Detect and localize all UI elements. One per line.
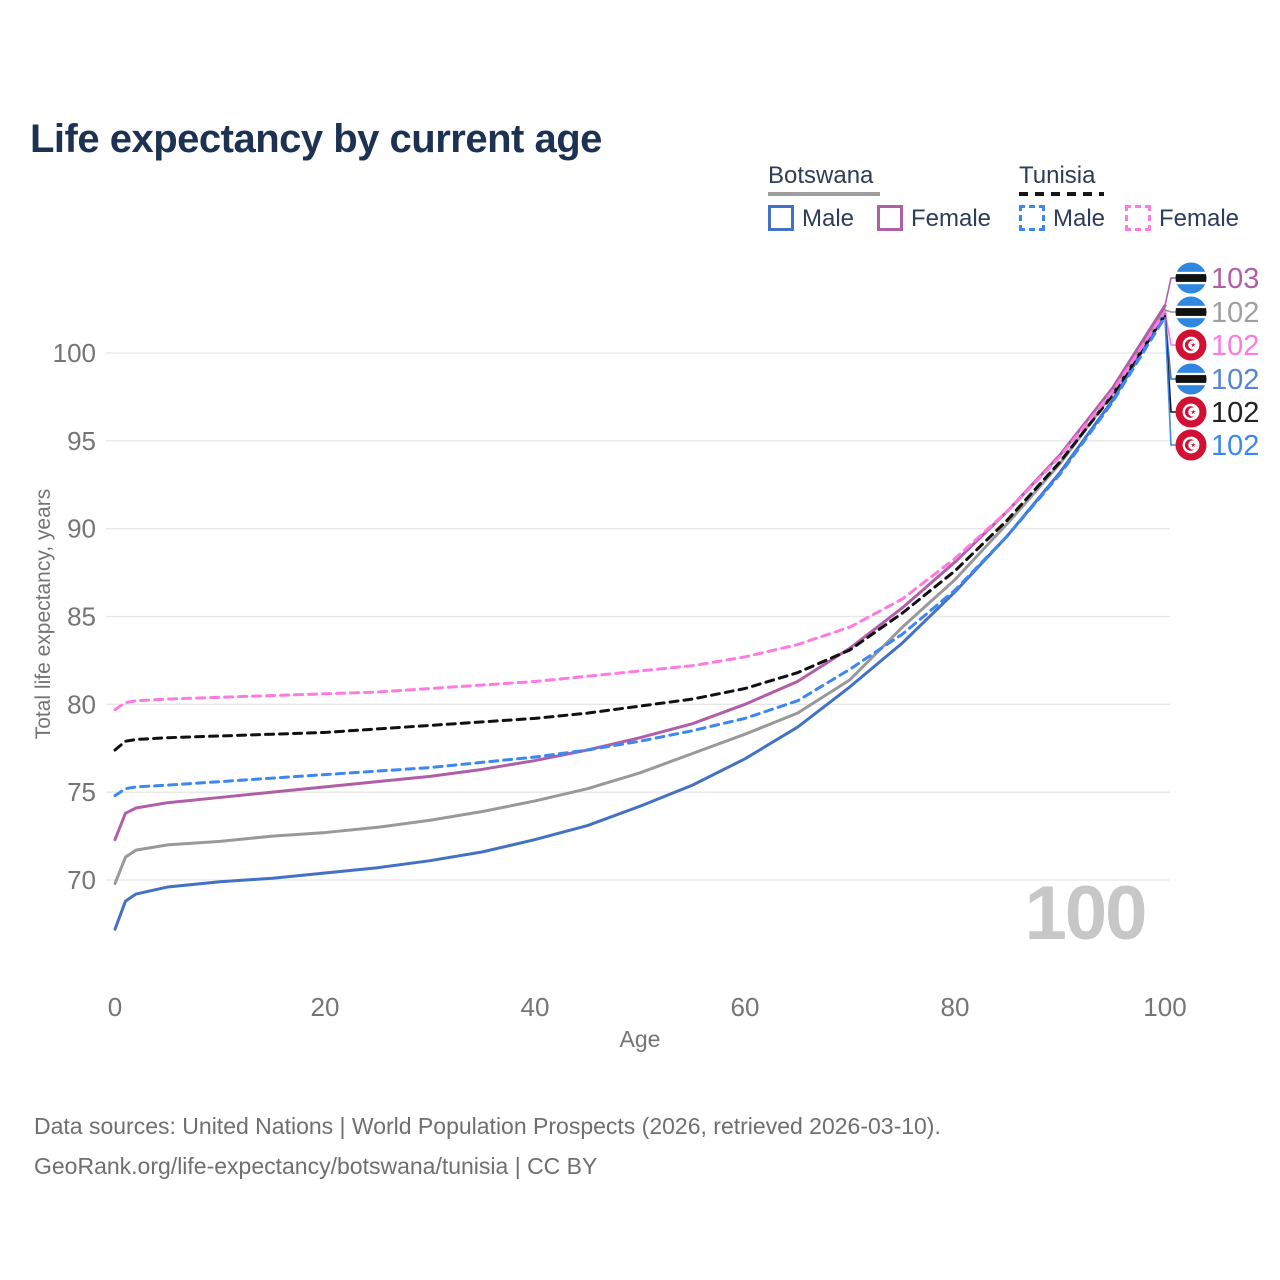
series-line-tunisia-female bbox=[113, 310, 1167, 712]
botswana-flag-icon bbox=[1175, 363, 1207, 395]
series-line-tunisia bbox=[113, 313, 1167, 752]
end-label-value: 102 bbox=[1211, 364, 1259, 396]
footer-link: GeoRank.org/life-expectancy/botswana/tun… bbox=[34, 1153, 598, 1179]
x-tick-label: 40 bbox=[521, 992, 550, 1022]
page-title: Life expectancy by current age bbox=[30, 116, 602, 161]
x-axis-title: Age bbox=[619, 1026, 661, 1052]
end-label-value: 102 bbox=[1211, 330, 1259, 362]
end-label-leader bbox=[1164, 316, 1177, 446]
end-label-value: 102 bbox=[1211, 297, 1259, 329]
end-label-value: 103 bbox=[1211, 263, 1259, 295]
footer: Data sources: United Nations | World Pop… bbox=[34, 1106, 941, 1186]
y-tick-label: 80 bbox=[67, 689, 96, 719]
botswana-flag-icon bbox=[1175, 262, 1207, 294]
botswana-line-style-swatch bbox=[768, 192, 880, 196]
legend-group-tunisia[interactable]: Tunisia bbox=[1019, 162, 1095, 190]
legend-group-botswana[interactable]: Botswana bbox=[768, 162, 873, 190]
x-tick-label: 20 bbox=[311, 992, 340, 1022]
y-tick-label: 85 bbox=[67, 601, 96, 631]
tunisia-flag-icon bbox=[1175, 396, 1207, 428]
legend-item-tunisia-male[interactable]: Male bbox=[1053, 205, 1106, 232]
legend-item-botswana-male[interactable]: Male bbox=[802, 205, 855, 232]
legend-group-tunisia-label: Tunisia bbox=[1019, 162, 1096, 189]
y-tick-label: 75 bbox=[67, 777, 96, 807]
x-tick-label: 0 bbox=[108, 992, 122, 1022]
legend-item-botswana-female[interactable]: Female bbox=[911, 205, 992, 232]
y-tick-label: 70 bbox=[67, 865, 96, 895]
end-label-leader bbox=[1164, 311, 1177, 346]
tunisia-flag-icon bbox=[1175, 329, 1207, 361]
footer-data-sources: Data sources: United Nations | World Pop… bbox=[34, 1113, 941, 1139]
legend-item-tunisia-female[interactable]: Female bbox=[1159, 205, 1240, 232]
y-tick-label: 100 bbox=[53, 338, 96, 368]
y-tick-label: 90 bbox=[67, 514, 96, 544]
tunisia-line-style-swatch bbox=[1019, 192, 1104, 196]
end-label-value: 102 bbox=[1211, 397, 1259, 429]
x-tick-label: 100 bbox=[1143, 992, 1186, 1022]
series-line-botswana-female bbox=[113, 304, 1167, 842]
end-label-value: 102 bbox=[1211, 430, 1259, 462]
x-tick-label: 80 bbox=[941, 992, 970, 1022]
age-watermark: 100 bbox=[1024, 871, 1148, 956]
legend-group-botswana-label: Botswana bbox=[768, 162, 874, 189]
tunisia-flag-icon bbox=[1175, 429, 1207, 461]
botswana-flag-icon bbox=[1175, 296, 1207, 328]
end-label-leader bbox=[1164, 309, 1177, 313]
legend-swatch-tunisia-male-icon bbox=[1019, 205, 1045, 231]
y-tick-label: 95 bbox=[67, 426, 96, 456]
legend-swatch-botswana-male-icon bbox=[768, 205, 794, 231]
x-tick-label: 60 bbox=[731, 992, 760, 1022]
end-label-leader bbox=[1164, 277, 1177, 306]
series-line-botswana bbox=[113, 308, 1167, 886]
legend-swatch-tunisia-female-icon bbox=[1125, 205, 1151, 231]
legend-swatch-botswana-female-icon bbox=[877, 205, 903, 231]
series-line-tunisia-male bbox=[113, 315, 1167, 798]
